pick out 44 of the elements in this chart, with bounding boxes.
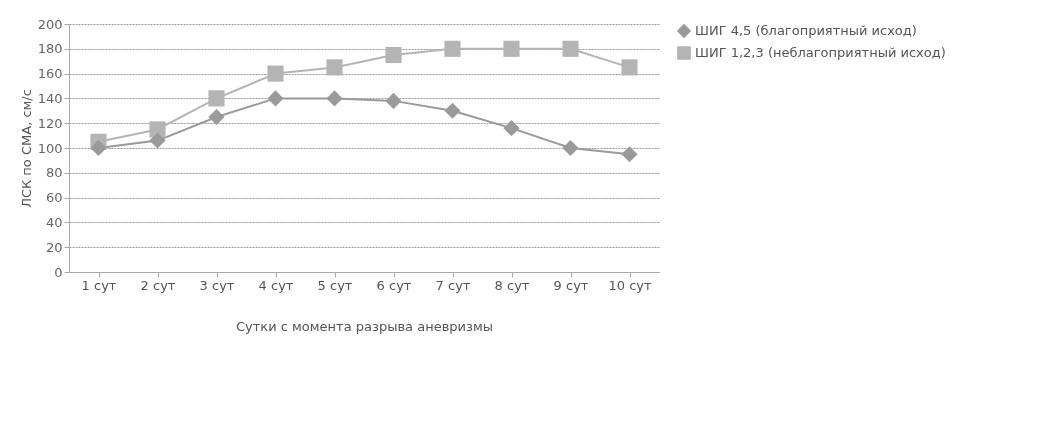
point (385, 46, 402, 64)
x-tick-label: 10 сут (608, 277, 652, 293)
y-tick-label: 120 (37, 115, 63, 131)
y-tick-label: 80 (45, 165, 63, 181)
y-tick-label: 180 (37, 41, 63, 57)
point (326, 90, 343, 107)
point (444, 40, 461, 57)
point (326, 59, 343, 76)
point (149, 132, 166, 149)
point (562, 40, 579, 57)
point (208, 90, 225, 107)
point (621, 59, 638, 76)
point (267, 90, 284, 107)
y-axis-title: ЛСК по СМА, см/с (18, 89, 34, 208)
point (385, 92, 402, 109)
x-tick-label: 1 сут (81, 277, 117, 293)
y-tick-label: 200 (37, 16, 63, 32)
x-tick-label: 6 сут (376, 277, 412, 293)
x-tick-label: 8 сут (494, 277, 530, 293)
x-tick-label: 4 сут (258, 277, 294, 293)
legend-label: ШИГ 1,2,3 (неблагоприятный исход) (695, 45, 946, 60)
y-tick-label: 140 (37, 90, 63, 106)
y-tick-label: 160 (37, 66, 63, 82)
x-axis-title: Сутки с момента разрыва аневризмы (235, 318, 494, 334)
point (503, 120, 520, 137)
x-tick-label: 9 сут (553, 277, 589, 293)
y-tick-label: 60 (45, 190, 63, 206)
x-tick-label: 7 сут (435, 277, 471, 293)
y-tick-label: 0 (54, 264, 63, 280)
point (621, 146, 638, 163)
point (208, 108, 225, 126)
y-tick-label: 40 (45, 214, 63, 230)
y-tick-label: 20 (45, 239, 63, 255)
point (267, 65, 284, 82)
point (90, 139, 107, 157)
point (562, 139, 579, 157)
point (444, 102, 461, 119)
y-tick-label: 100 (37, 140, 63, 156)
point (149, 121, 166, 138)
legend-label: ШИГ 4,5 (благоприятный исход) (695, 23, 917, 38)
point (503, 40, 520, 57)
x-tick-label: 3 сут (199, 277, 235, 293)
x-tick-label: 5 сут (317, 277, 353, 293)
x-tick-label: 2 сут (140, 277, 176, 293)
